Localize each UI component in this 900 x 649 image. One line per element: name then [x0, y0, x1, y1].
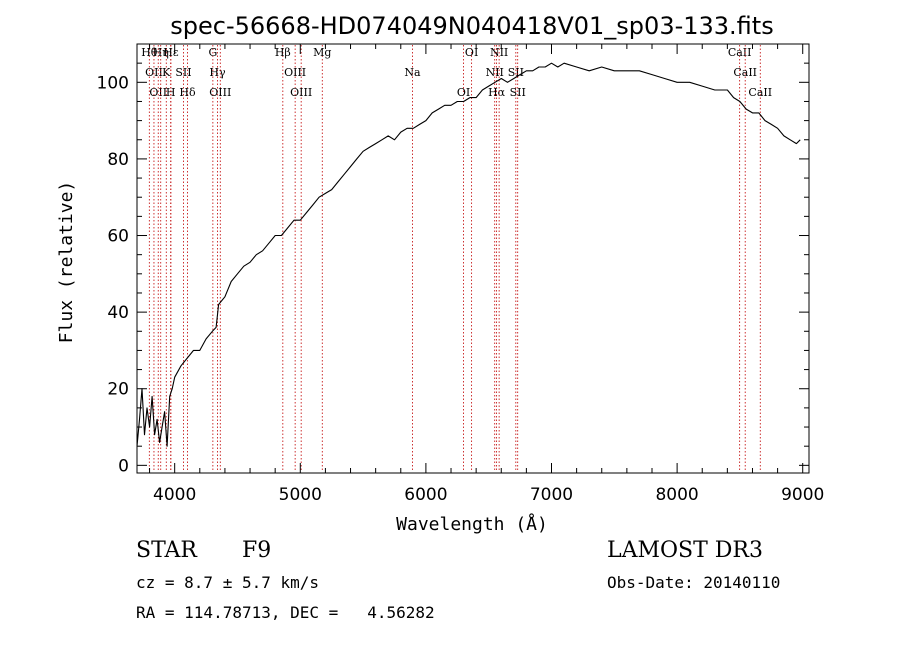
- line-marker-label: SII: [175, 66, 191, 79]
- y-tick-label: 20: [107, 380, 129, 400]
- line-marker-label: OI: [457, 86, 470, 99]
- line-marker-label: K: [162, 66, 171, 79]
- x-axis-ticks: 4000 5000 6000 7000 8000 9000: [149, 44, 824, 505]
- y-tick-label: 0: [118, 456, 129, 476]
- line-marker-label: Hε: [163, 46, 179, 59]
- redshift-cz: cz = 8.7 ± 5.7 km/s: [136, 573, 320, 592]
- x-axis-label: Wavelength (Å): [396, 513, 548, 535]
- line-marker-label: OIII: [209, 86, 231, 99]
- chart-title: spec-56668-HD074049N040418V01_sp03-133.f…: [170, 12, 773, 40]
- x-tick-label: 5000: [279, 485, 322, 505]
- y-tick-label: 40: [107, 303, 129, 323]
- y-axis-ticks: 0 20 40 60 80 100: [97, 62, 809, 476]
- line-marker-label: Hη: [153, 46, 169, 59]
- line-marker-label: CaII: [748, 86, 772, 99]
- line-marker-label: Hγ: [209, 66, 226, 79]
- line-marker-label: NII: [486, 66, 504, 79]
- x-tick-label: 8000: [655, 485, 698, 505]
- observation-date: Obs-Date: 20140110: [607, 573, 781, 592]
- line-marker-group: HθOIIOIIHηKHHεSIIHδGHγOIIIHβOIIIOIIIMgNa…: [141, 45, 772, 472]
- x-tick-label: 6000: [404, 485, 447, 505]
- line-marker-label: Hβ: [275, 46, 291, 59]
- line-marker-label: Mg: [313, 46, 331, 59]
- x-tick-label: 9000: [781, 485, 824, 505]
- plot-frame: [136, 43, 810, 474]
- coordinates: RA = 114.78713, DEC = 4.56282: [136, 603, 435, 622]
- line-marker-label: OIII: [290, 86, 312, 99]
- object-class: STAR: [136, 538, 197, 563]
- line-marker-label: Na: [404, 66, 421, 79]
- line-marker-label: OII: [149, 86, 167, 99]
- line-marker-label: CaII: [728, 46, 752, 59]
- line-marker-label: H: [166, 86, 176, 99]
- x-tick-label: 4000: [153, 485, 196, 505]
- x-tick-label: 7000: [530, 485, 573, 505]
- spectral-subclass: F9: [242, 538, 272, 563]
- line-marker-label: SII: [510, 86, 526, 99]
- y-tick-label: 80: [107, 150, 129, 170]
- spectrum-line: [136, 62, 801, 447]
- line-marker-label: G: [208, 46, 217, 59]
- line-marker-label: OII: [145, 66, 163, 79]
- survey-name: LAMOST DR3: [607, 538, 763, 563]
- y-tick-label: 60: [107, 227, 129, 247]
- line-marker-label: Hδ: [179, 86, 196, 99]
- line-marker-label: CaII: [733, 66, 757, 79]
- line-marker-label: OIII: [284, 66, 306, 79]
- line-marker-label: OI: [465, 46, 478, 59]
- line-marker-label: SII: [508, 66, 524, 79]
- y-axis-label: Flux (relative): [56, 181, 77, 344]
- line-marker-label: NII: [490, 46, 508, 59]
- series-group: [136, 62, 801, 447]
- line-marker-label: Hα: [488, 86, 506, 99]
- y-tick-label: 100: [97, 73, 129, 93]
